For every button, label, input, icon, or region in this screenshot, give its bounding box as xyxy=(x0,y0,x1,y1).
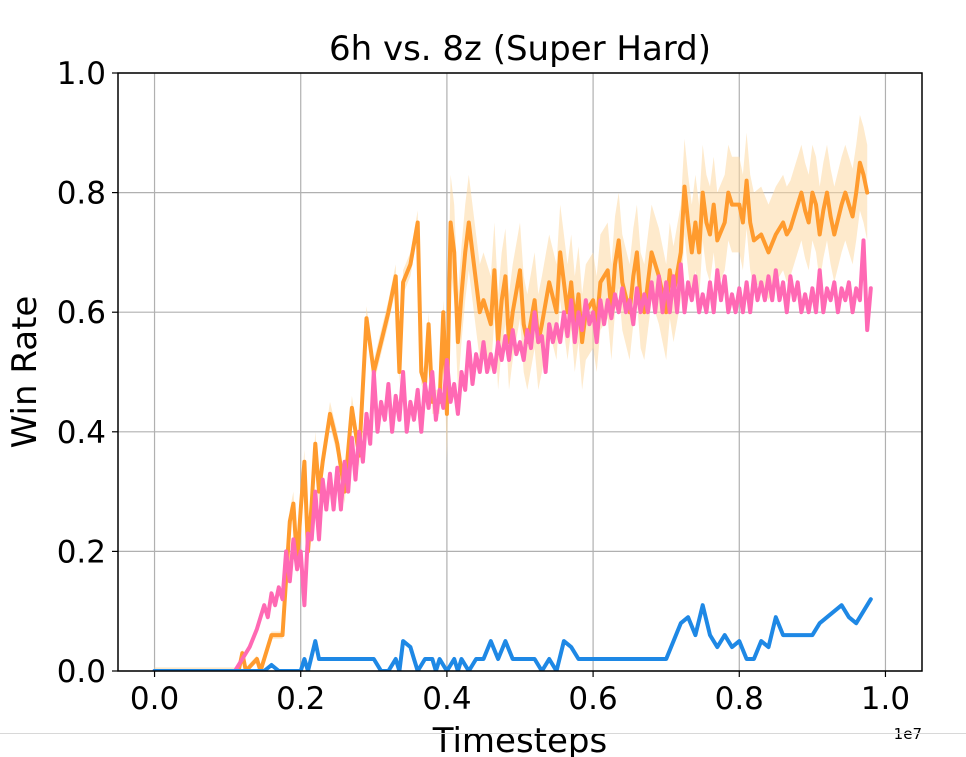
series-1-line xyxy=(152,160,870,671)
bottom-divider xyxy=(0,733,966,734)
series-3-line xyxy=(152,597,873,671)
x-tick-label: 0.4 xyxy=(422,681,471,717)
chart-title: 6h vs. 8z (Super Hard) xyxy=(329,29,711,69)
y-axis-label: Win Rate xyxy=(5,296,45,449)
series-lines xyxy=(152,160,873,671)
x-tick-label: 1.0 xyxy=(861,681,910,717)
y-tick-label: 0.2 xyxy=(57,534,106,570)
y-tick-label: 0.4 xyxy=(57,415,106,451)
x-axis-ticks: 0.0 0.2 0.4 0.6 0.8 1.0 xyxy=(130,671,910,717)
x-tick-label: 0.0 xyxy=(130,681,179,717)
y-tick-label: 0.0 xyxy=(57,654,106,690)
y-tick-label: 1.0 xyxy=(57,56,106,92)
x-tick-label: 0.8 xyxy=(715,681,764,717)
y-axis-ticks: 0.0 0.2 0.4 0.6 0.8 1.0 xyxy=(57,56,118,690)
y-tick-label: 0.6 xyxy=(57,295,106,331)
confidence-band xyxy=(154,114,868,671)
series-1-band xyxy=(154,114,868,671)
x-tick-label: 0.6 xyxy=(568,681,617,717)
series-2-line xyxy=(152,238,873,671)
plot-frame xyxy=(117,72,923,672)
y-tick-label: 0.8 xyxy=(57,176,106,212)
x-axis-offset-label: 1e7 xyxy=(894,725,922,743)
x-axis-label: Timesteps xyxy=(432,721,607,757)
x-tick-label: 0.2 xyxy=(276,681,325,717)
